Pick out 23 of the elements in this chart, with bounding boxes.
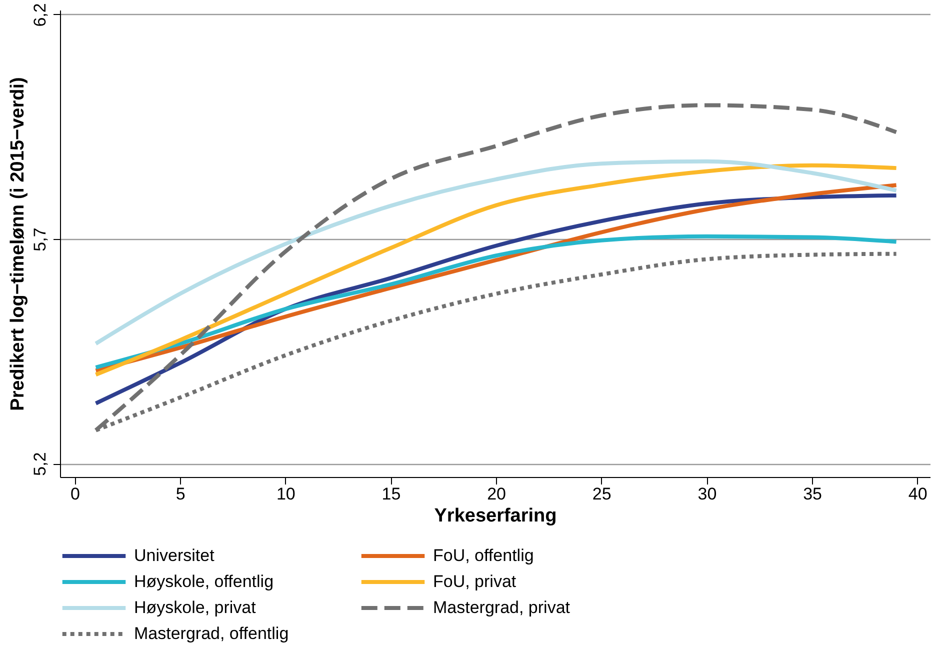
x-tick-label: 35 bbox=[803, 484, 822, 504]
legend-label: Mastergrad, offentlig bbox=[134, 624, 289, 643]
x-tick-label: 30 bbox=[698, 484, 717, 504]
legend-label: Mastergrad, privat bbox=[433, 598, 570, 617]
legend-label: FoU, privat bbox=[433, 572, 516, 591]
y-tick-label: 5,2 bbox=[30, 452, 50, 476]
line-series bbox=[94, 159, 898, 346]
legend-label: Universitet bbox=[134, 546, 215, 565]
x-tick-label: 40 bbox=[908, 484, 928, 504]
legend-label: Høyskole, offentlig bbox=[134, 572, 274, 591]
x-tick-label: 0 bbox=[70, 484, 80, 504]
x-tick-label: 15 bbox=[382, 484, 401, 504]
y-tick-label: 6,2 bbox=[30, 3, 50, 27]
x-tick-label: 20 bbox=[487, 484, 506, 504]
x-axis-title: Yrkeserfaring bbox=[434, 506, 557, 526]
x-tick-label: 25 bbox=[592, 484, 612, 504]
y-axis-title: Predikert log−timelønn (i 2015−verdi) bbox=[8, 77, 28, 411]
legend-label: Høyskole, privat bbox=[134, 598, 256, 617]
x-tick-label: 10 bbox=[276, 484, 296, 504]
y-tick-label: 5,7 bbox=[30, 228, 50, 252]
legend-label: FoU, offentlig bbox=[433, 546, 534, 565]
line-series bbox=[94, 234, 898, 370]
x-tick-label: 5 bbox=[176, 484, 186, 504]
